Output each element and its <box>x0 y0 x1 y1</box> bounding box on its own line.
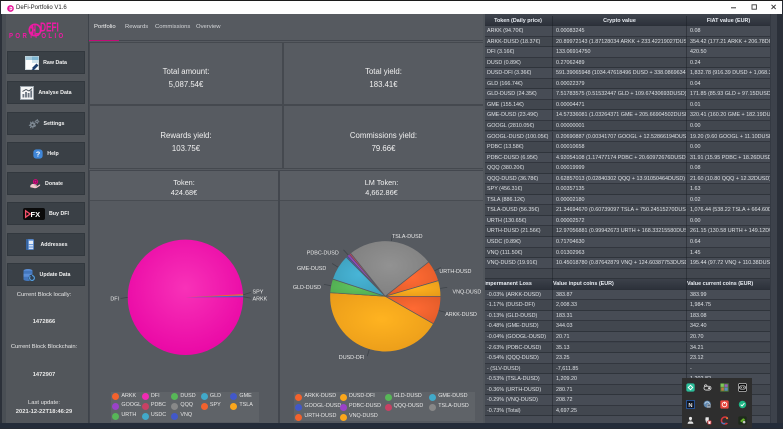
svg-text:PDBC-DUSD: PDBC-DUSD <box>307 251 339 257</box>
svg-text:TSLA-DUSD: TSLA-DUSD <box>392 234 423 240</box>
svg-text:SPY: SPY <box>253 290 264 296</box>
svg-text:DFI: DFI <box>110 297 119 303</box>
svg-text:?: ? <box>36 150 40 158</box>
svg-text:ARKK-DUSD: ARKK-DUSD <box>445 312 477 318</box>
svg-text:ARKK: ARKK <box>253 297 268 303</box>
svg-text:VNQ-DUSD: VNQ-DUSD <box>453 290 482 296</box>
svg-text:N: N <box>688 402 692 408</box>
svg-text:FX: FX <box>30 210 40 219</box>
svg-text:GLD-DUSD: GLD-DUSD <box>293 285 321 291</box>
svg-text:URTH-DUSD: URTH-DUSD <box>439 269 471 275</box>
svg-text:DUSD-DFI: DUSD-DFI <box>339 355 365 361</box>
svg-text:GME-DUSD: GME-DUSD <box>297 266 326 272</box>
